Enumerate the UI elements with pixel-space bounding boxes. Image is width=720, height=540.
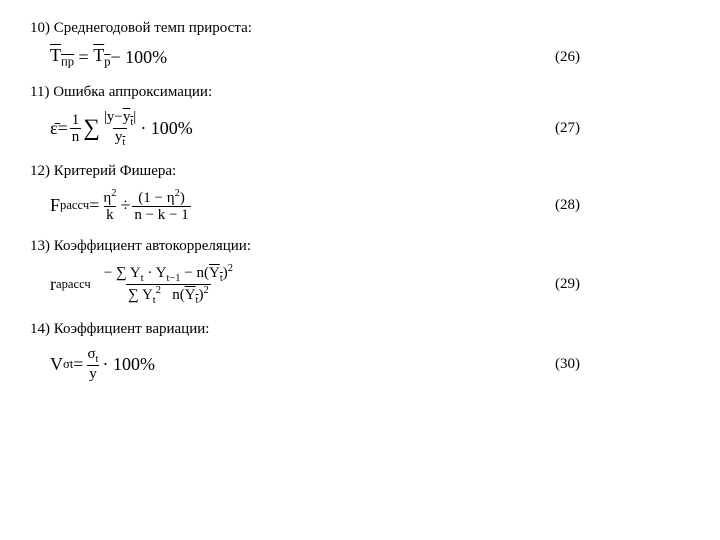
eqnum-29: (29)	[555, 276, 690, 293]
eqnum-27: (27)	[555, 120, 690, 137]
eqnum-30: (30)	[555, 356, 690, 373]
heading-14: 14) Коэффициент вариации:	[30, 321, 690, 338]
heading-10: 10) Среднегодовой темп прироста:	[30, 20, 690, 37]
formula-27: ε̄ = 1n ∑ |y−yt| yt · 100%	[30, 109, 193, 149]
formula-29: raрассч − ∑ Yt · Yt−1 − n(Yt)2 ∑ Yt2 n(Y…	[30, 263, 237, 307]
heading-12: 12) Критерий Фишера:	[30, 163, 690, 180]
heading-13: 13) Коэффициент автокорреляции:	[30, 238, 690, 255]
formula-26: Тпр = Тр − 100%	[30, 45, 167, 70]
formula-28: Fрассч = η2k ÷ (1 − η2) n − k − 1	[30, 188, 193, 224]
eqnum-28: (28)	[555, 197, 690, 214]
eqnum-26: (26)	[555, 49, 690, 66]
formula-30: Vσt = σt y · 100%	[30, 346, 155, 383]
heading-11: 11) Ошибка аппроксимации:	[30, 84, 690, 101]
